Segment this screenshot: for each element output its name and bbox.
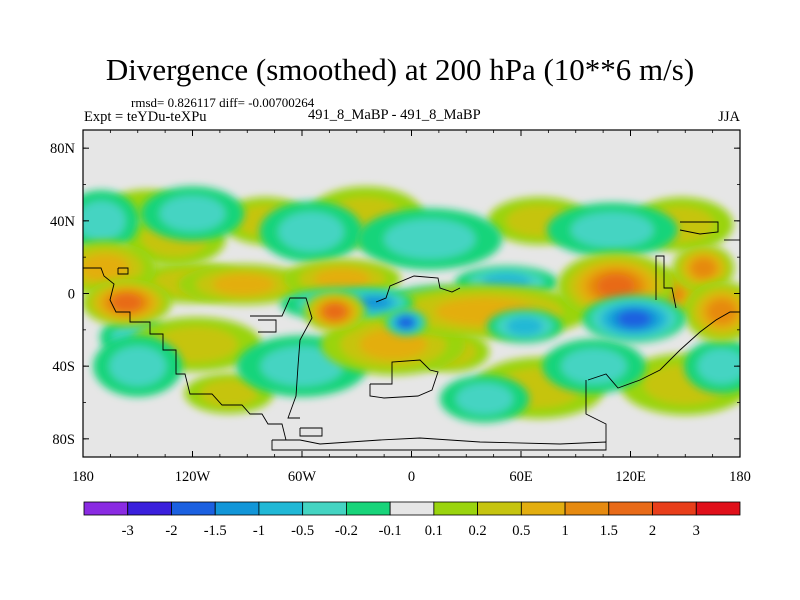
colorbar-box bbox=[564, 501, 610, 516]
contour-ring bbox=[570, 212, 654, 248]
colorbar-box bbox=[302, 501, 347, 516]
colorbar-label: 0.5 bbox=[512, 523, 530, 539]
contour-ring bbox=[212, 273, 275, 296]
colorbar-label: 0.1 bbox=[425, 523, 443, 539]
contour-ring bbox=[260, 346, 344, 387]
x-tick-label: 180 bbox=[72, 469, 94, 485]
contour-ring bbox=[697, 348, 740, 385]
colorbar-box bbox=[695, 501, 741, 516]
contour-ring bbox=[109, 346, 167, 387]
contour-ring bbox=[111, 293, 142, 312]
contour-ring bbox=[706, 299, 737, 325]
contour-ring bbox=[561, 348, 627, 385]
colorbar-box bbox=[127, 501, 172, 516]
field-center-40 bbox=[582, 295, 686, 343]
stats-line: rmsd= 0.826117 diff= -0.00700264 bbox=[131, 95, 315, 110]
colorbar-box bbox=[345, 501, 391, 516]
contour-ring bbox=[159, 195, 226, 232]
field-center-13 bbox=[83, 190, 139, 252]
colorbar-box bbox=[433, 501, 479, 516]
contour-ring bbox=[597, 274, 635, 299]
case-label: 491_8_MaBP - 491_8_MaBP bbox=[308, 107, 481, 123]
experiment-label: Expt = teYDu-teXPu bbox=[84, 109, 207, 125]
field-center-38 bbox=[385, 309, 427, 336]
field-center-20 bbox=[542, 339, 646, 394]
y-tick-label: 0 bbox=[68, 287, 75, 303]
field-center-34 bbox=[672, 244, 735, 292]
colorbar-label: 3 bbox=[693, 523, 700, 539]
colorbar-box bbox=[477, 501, 522, 516]
contour-ring bbox=[506, 317, 544, 336]
contour-ring bbox=[359, 329, 428, 360]
colorbar: -3 -2 -1.5 -1 -0.5 -0.2 -0.1 0.1 0.2 0.5 1 1.5 2 3 bbox=[83, 501, 741, 539]
x-tick-label: 60W bbox=[288, 469, 317, 485]
field-center-24 bbox=[178, 264, 310, 305]
contour-ring bbox=[455, 383, 514, 415]
colorbar-label: 1.5 bbox=[600, 523, 618, 539]
colorbar-label: -0.2 bbox=[335, 523, 358, 539]
field-center-21 bbox=[684, 339, 740, 394]
contour-ring bbox=[314, 268, 370, 290]
field-center-15 bbox=[259, 201, 363, 263]
field-center-18 bbox=[93, 335, 183, 397]
colorbar-box bbox=[652, 501, 697, 516]
field-center-17 bbox=[546, 202, 678, 258]
contour-ring bbox=[323, 303, 346, 320]
contour-ring bbox=[278, 211, 344, 252]
field-center-31 bbox=[486, 309, 563, 344]
field-center-16 bbox=[357, 208, 503, 270]
chart-title: Divergence (smoothed) at 200 hPa (10**6 … bbox=[105, 52, 695, 87]
colorbar-box bbox=[258, 501, 304, 516]
x-tick-label: 120E bbox=[615, 469, 646, 485]
colorbar-label: -1 bbox=[253, 523, 265, 539]
coastlines bbox=[83, 221, 740, 451]
y-tick-label: 40N bbox=[50, 214, 76, 230]
colorbar-box bbox=[171, 501, 216, 516]
contour-ring bbox=[83, 200, 126, 241]
field-center-14 bbox=[140, 186, 245, 241]
colorbar-label: -0.1 bbox=[379, 523, 402, 539]
colorbar-label: -1.5 bbox=[204, 523, 227, 539]
colorbar-label: 2 bbox=[649, 523, 656, 539]
colorbar-box bbox=[520, 501, 566, 516]
contour-ring bbox=[690, 257, 717, 279]
season-label: JJA bbox=[718, 109, 740, 125]
colorbar-label: -2 bbox=[165, 523, 177, 539]
field-center-35 bbox=[684, 281, 740, 343]
x-tick-label: 60E bbox=[509, 469, 533, 485]
contour-ring bbox=[83, 254, 130, 282]
x-tick-label: 0 bbox=[408, 469, 415, 485]
y-tick-label: 40S bbox=[52, 359, 75, 375]
y-tick-label: 80S bbox=[52, 432, 75, 448]
colorbar-box bbox=[83, 501, 129, 516]
field-center-37 bbox=[304, 291, 366, 332]
y-tick-label: 80N bbox=[50, 141, 76, 157]
colorbar-box bbox=[608, 501, 653, 516]
colorbar-box bbox=[214, 501, 260, 516]
field-center-36 bbox=[83, 278, 172, 327]
x-tick-label: 120W bbox=[175, 469, 211, 485]
colorbar-label: -0.5 bbox=[291, 523, 314, 539]
contour-ring bbox=[384, 219, 476, 259]
colorbar-box bbox=[389, 501, 435, 516]
colorbar-label: 0.2 bbox=[469, 523, 487, 539]
axes: 180 120W 60W 0 60E 120E 180 80N 40N 0 40S 80S bbox=[50, 130, 751, 485]
contour-ring bbox=[398, 316, 414, 329]
colorbar-label: -3 bbox=[122, 523, 134, 539]
x-tick-label: 180 bbox=[729, 469, 751, 485]
colorbar-label: 1 bbox=[561, 523, 568, 539]
field-center-22 bbox=[439, 375, 530, 423]
contour-ring bbox=[200, 379, 258, 408]
contour-fields bbox=[83, 186, 740, 423]
contour-ring bbox=[617, 310, 652, 328]
